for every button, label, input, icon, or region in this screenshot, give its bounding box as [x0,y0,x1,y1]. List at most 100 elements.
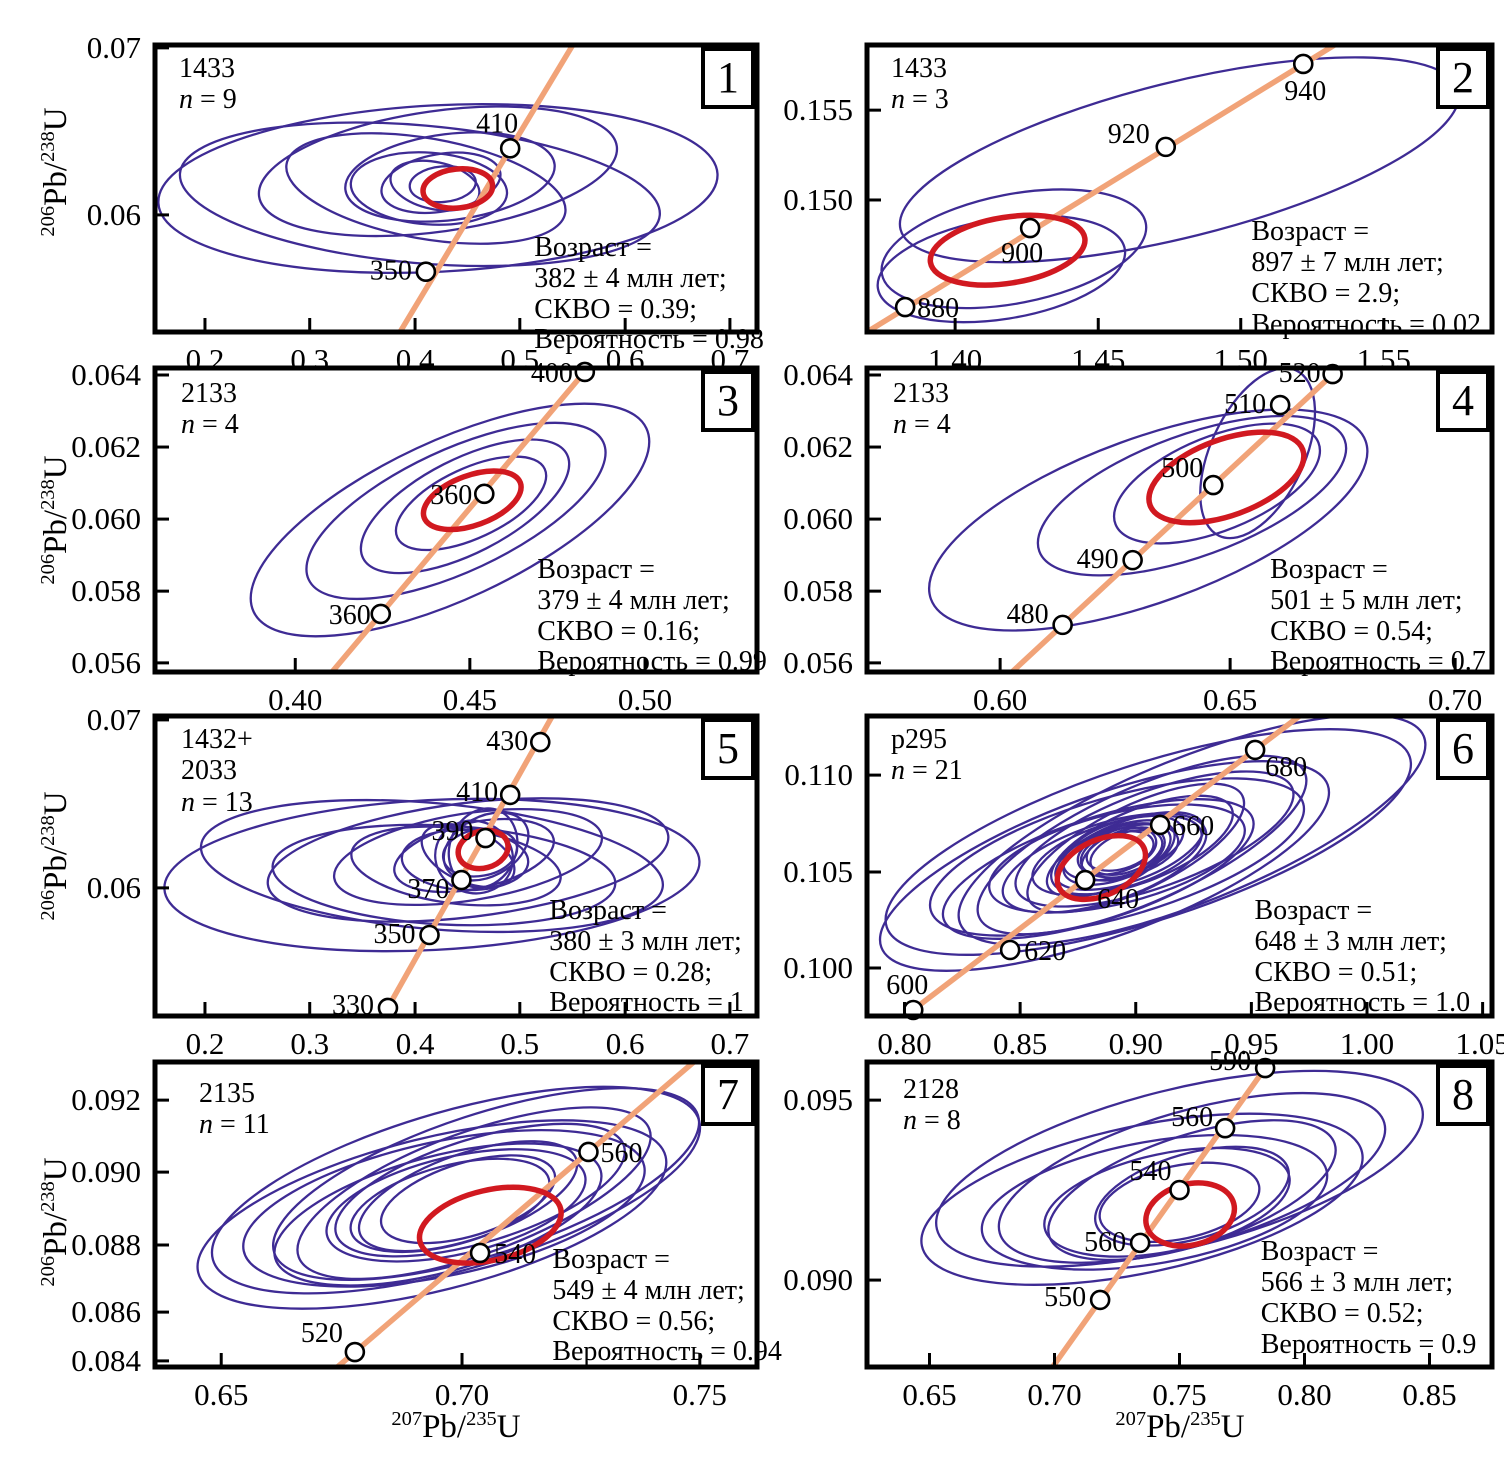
error-ellipse [1014,770,1295,908]
plot-frame [864,365,1495,675]
concordia-point-490 [1122,549,1143,571]
error-ellipse [394,455,548,552]
y-tick-label: 0.064 [71,357,141,392]
concordia-point-370 [451,869,472,891]
x-tick-label: 0.45 [443,682,497,717]
plot-frame [152,713,760,1019]
point-age-label: 390 [431,816,473,847]
age-annotation: Возраст = 897 ± 7 млн лет; СКВО = 2.9; Веро… [1251,216,1481,340]
error-ellipse [957,716,1427,947]
concordia-point-900 [1019,217,1041,239]
concordia-line [903,716,1302,1016]
plot-area-7: 560 540 520 0.65 0.70 0.75 0.092 0.090 0.088 0.08… [71,1059,760,1412]
x-tick-label: 0.75 [673,1377,727,1412]
point-age-label: 680 [1265,752,1307,783]
panel-number-badge: 8 [1436,1064,1490,1126]
concordia-point-350 [415,261,437,283]
x-tick-label: 0.3 [290,342,329,377]
x-tick-label: 1.40 [928,342,982,377]
panel-number-badge: 3 [701,370,755,432]
point-age-label: 350 [374,919,416,950]
error-ellipse [359,438,571,575]
error-ellipse [349,151,509,226]
sample-label: 2133 n = 4 [893,378,951,441]
x-tick-label: 0.2 [186,342,225,377]
panel-number-badge: 2 [1436,47,1490,109]
point-age-label: 500 [1161,453,1203,484]
y-tick-label: 0.088 [71,1227,141,1262]
age-annotation: Возраст = 501 ± 5 млн лет; СКВО = 0.54; Вер… [1270,553,1486,678]
y-axis-title: 206Pb/238U [37,791,74,921]
panel-4: 520 510 500 490 480 0.60 0.65 0.70 0.064 0.062 0.0… [783,357,1495,717]
point-age-label: 940 [1284,76,1326,107]
x-tick-label: 0.3 [290,1026,329,1061]
point-age-label: 480 [1007,599,1049,630]
y-tick-label: 0.064 [783,357,853,392]
x-tick-label: 0.5 [500,342,539,377]
concordia-age-ellipse [1146,429,1307,526]
x-tick-label: 0.6 [606,1026,645,1061]
panel-number-badge: 5 [701,718,755,780]
concordia-point-500 [1202,474,1224,496]
plot-frame [864,713,1495,1019]
panel-number-badge: 4 [1436,370,1490,432]
sample-label: p295 n = 21 [891,724,963,787]
y-tick-label: 0.06 [87,197,141,232]
error-ellipse [305,421,607,601]
age-annotation: Возраст = 382 ± 4 млн лет; СКВО = 0.39; Вер… [534,231,764,356]
error-ellipse [266,797,670,923]
age-annotation: Возраст = 566 ± 3 млн лет; СКВО = 0.52; Вер… [1260,1236,1477,1360]
x-tick-label: 0.5 [500,1026,539,1061]
plot-area-4: 520 510 500 490 480 0.60 0.65 0.70 0.064 0.062 0.0… [783,357,1495,717]
panel-1: 410 350 0.2 0.3 0.4 0.5 0.6 0.7 0.07 0.06 1 1433 n =… [87,30,764,377]
point-age-label: 410 [476,108,518,139]
panel-6: 600 620 640 660 680 0.80 0.85 0.90 0.95 1.00 1.05 0… [783,713,1504,1061]
x-tick-label: 0.6 [606,342,645,377]
concordia-line [867,45,1336,332]
plot-frame [152,1059,760,1370]
error-ellipse [285,132,567,245]
point-age-label: 660 [1172,811,1214,842]
y-tick-label: 0.062 [71,429,141,464]
plot-area-6: 600 620 640 660 680 0.80 0.85 0.90 0.95 1.00 1.05 0… [783,713,1504,1061]
concordia-point-880 [894,296,916,318]
concordia-point-540 [1169,1179,1190,1201]
point-age-label: 600 [886,970,928,1001]
point-age-label: 400 [531,358,573,389]
x-tick-label: 0.80 [1277,1377,1331,1412]
point-age-label: 920 [1108,119,1150,150]
error-ellipse [379,1154,557,1245]
plot-frame [152,42,760,335]
x-tick-label: 0.65 [902,1377,956,1412]
x-tick-label: 0.90 [1109,1026,1163,1061]
age-annotation: Возраст = 379 ± 4 млн лет; СКВО = 0.16; Вер… [537,553,767,678]
panel-7: 560 540 520 0.65 0.70 0.75 0.092 0.090 0.088 0.08… [71,1059,782,1412]
error-ellipse [242,1129,646,1288]
y-tick-label: 0.155 [783,92,853,127]
error-ellipse [296,1106,652,1281]
point-age-label: 640 [1097,884,1139,915]
point-age-label: 550 [1044,1282,1086,1313]
y-tick-label: 0.056 [783,645,853,680]
sample-label: 2135 n = 11 [199,1078,270,1141]
x-tick-label: 0.75 [1152,1377,1206,1412]
plot-frame [864,1059,1495,1370]
y-tick-label: 0.090 [71,1154,141,1189]
error-ellipse [1112,422,1322,545]
panel-number-badge: 1 [701,47,755,109]
error-ellipse [878,760,1331,972]
point-age-label: 560 [600,1138,642,1169]
point-age-label: 880 [917,293,959,324]
y-tick-label: 0.07 [87,30,141,65]
point-age-label: 410 [456,777,498,808]
x-tick-label: 1.55 [1357,342,1411,377]
error-ellipse [1036,414,1348,577]
panel-5: 430 410 390 370 350 330 0.2 0.3 0.4 0.5 0.6 0.7 0.07… [87,702,760,1061]
sample-label: 1433 n = 9 [179,53,237,116]
concordia-age-ellipse [420,468,524,533]
y-tick-label: 0.105 [783,854,853,889]
x-tick-label: 0.4 [396,1026,435,1061]
y-tick-label: 0.092 [71,1082,141,1117]
x-tick-label: 0.2 [186,1026,225,1061]
